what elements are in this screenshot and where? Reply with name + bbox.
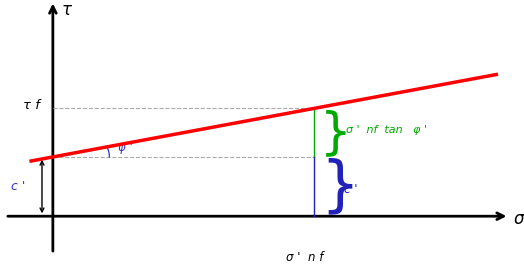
Text: }: } (320, 157, 359, 216)
Text: τ: τ (61, 1, 72, 19)
Text: c ': c ' (344, 183, 358, 196)
Text: φ ': φ ' (118, 141, 133, 154)
Text: σ '  n f: σ ' n f (286, 251, 324, 264)
Text: σ: σ (514, 210, 524, 228)
Text: σ '  nf  tan   φ ': σ ' nf tan φ ' (346, 125, 427, 135)
Text: }: } (320, 109, 352, 157)
Text: τ f: τ f (23, 99, 40, 112)
Text: c ': c ' (11, 180, 25, 193)
